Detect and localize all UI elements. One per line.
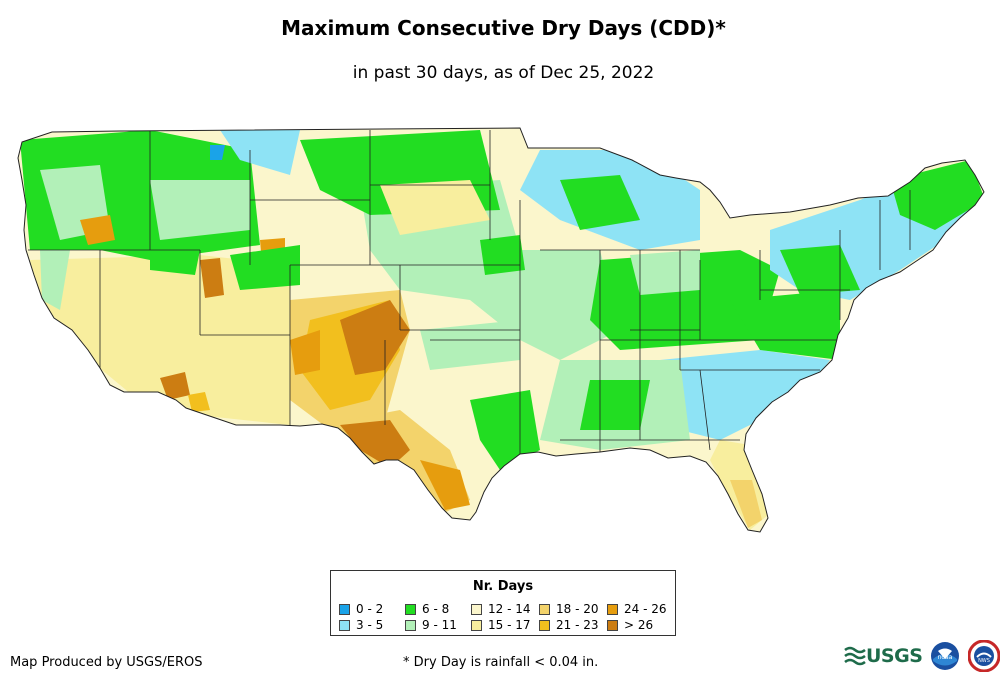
legend-label: 9 - 11 xyxy=(422,618,457,632)
legend-swatch xyxy=(405,603,416,615)
legend-item: 6 - 8 xyxy=(405,602,449,616)
legend-item: 3 - 5 xyxy=(339,618,383,632)
legend-label: 24 - 26 xyxy=(624,602,667,616)
noaa-logo: noaa xyxy=(931,642,960,670)
legend-title: Nr. Days xyxy=(472,579,534,594)
legend-swatch xyxy=(405,619,416,631)
nws-logo: NWS xyxy=(968,640,1001,672)
legend-label: 3 - 5 xyxy=(356,618,384,632)
legend-item: 21 - 23 xyxy=(539,618,599,632)
svg-text:noaa: noaa xyxy=(938,654,953,661)
legend-label: 12 - 14 xyxy=(488,602,531,616)
map-title: Maximum Consecutive Dry Days (CDD)* xyxy=(281,16,726,40)
legend-item: 18 - 20 xyxy=(539,602,599,616)
legend-item: 12 - 14 xyxy=(471,602,531,616)
footnote: * Dry Day is rainfall < 0.04 in. xyxy=(403,655,599,670)
legend-label: 21 - 23 xyxy=(556,618,599,632)
usgs-logo-text: USGS xyxy=(866,645,923,667)
legend-item: 9 - 11 xyxy=(405,618,457,632)
legend-swatch xyxy=(607,619,618,631)
legend-swatch xyxy=(539,603,550,615)
legend-item: 15 - 17 xyxy=(471,618,531,632)
legend-swatch xyxy=(471,603,482,615)
legend-swatch xyxy=(339,619,350,631)
agency-logos: USGS noaa NWS xyxy=(844,640,1001,672)
legend-item: > 26 xyxy=(607,618,653,632)
legend-item: 24 - 26 xyxy=(607,602,667,616)
legend-swatch xyxy=(471,619,482,631)
legend-swatch xyxy=(607,603,618,615)
legend-swatch xyxy=(339,603,350,615)
legend-label: 15 - 17 xyxy=(488,618,531,632)
legend-item: 0 - 2 xyxy=(339,602,383,616)
legend-label: 18 - 20 xyxy=(556,602,599,616)
legend: Nr. Days 0 - 2 3 - 5 6 - 8 9 - 11 12 - 1… xyxy=(330,570,676,636)
map-subtitle: in past 30 days, as of Dec 25, 2022 xyxy=(352,63,655,83)
svg-text:NWS: NWS xyxy=(978,658,990,664)
legend-swatch xyxy=(539,619,550,631)
usgs-wave-icon xyxy=(844,646,866,666)
cdd-map xyxy=(17,127,985,533)
legend-label: 0 - 2 xyxy=(356,602,384,616)
legend-label: 6 - 8 xyxy=(422,602,450,616)
legend-label: > 26 xyxy=(624,618,654,632)
map-credit: Map Produced by USGS/EROS xyxy=(10,655,203,670)
usgs-logo: USGS xyxy=(844,645,923,667)
